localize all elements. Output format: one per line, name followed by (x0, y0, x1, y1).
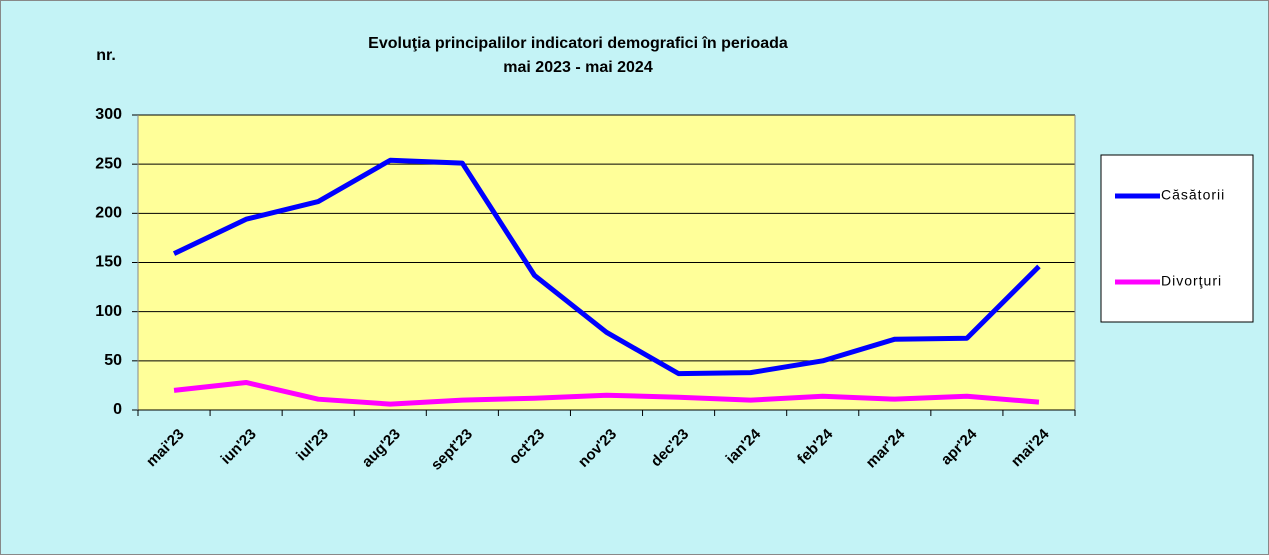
y-tick-label: 300 (95, 106, 122, 123)
legend-label: Divorţuri (1161, 273, 1222, 289)
series-line (173, 379, 1040, 407)
y-axis-label: nr. (96, 47, 116, 64)
y-tick-label: 200 (95, 205, 122, 222)
chart-title: Evoluţia principalilor indicatori demogr… (368, 35, 788, 52)
y-tick-label: 0 (113, 401, 122, 418)
y-tick-label: 50 (104, 352, 122, 369)
legend-label: Căsătorii (1161, 187, 1225, 203)
series-line (172, 157, 1041, 377)
y-tick-label: 150 (95, 254, 122, 271)
y-tick-label: 250 (95, 155, 122, 172)
chart-subtitle: mai 2023 - mai 2024 (503, 59, 653, 76)
y-tick-label: 100 (95, 303, 122, 320)
legend-box (1100, 154, 1254, 323)
